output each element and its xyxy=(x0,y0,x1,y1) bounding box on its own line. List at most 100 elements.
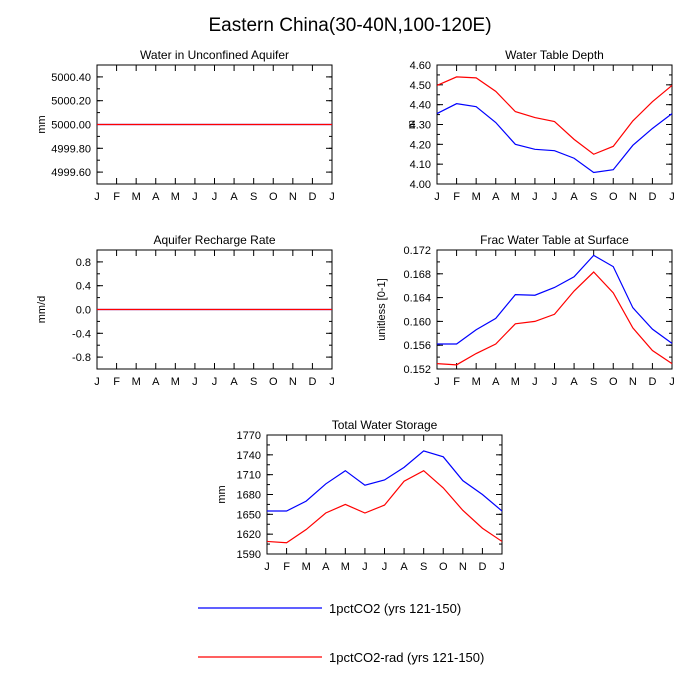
x-tick-label: D xyxy=(478,561,486,573)
legend-label-1pctco2-rad: 1pctCO2-rad (yrs 121-150) xyxy=(329,650,484,665)
x-tick-label: J xyxy=(552,376,558,388)
y-tick-label: -0.4 xyxy=(72,328,91,340)
y-tick-label: 1650 xyxy=(237,509,261,521)
x-tick-label: J xyxy=(94,376,100,388)
y-tick-label: 0.172 xyxy=(403,245,431,257)
x-tick-label: D xyxy=(648,376,656,388)
panel-title: Aquifer Recharge Rate xyxy=(153,233,275,247)
y-tick-label: 4.40 xyxy=(410,100,431,112)
y-tick-label: 0.156 xyxy=(403,340,431,352)
x-tick-label: J xyxy=(532,376,538,388)
x-tick-label: F xyxy=(113,191,120,203)
x-tick-label: J xyxy=(434,376,440,388)
y-axis-label: mm xyxy=(216,485,228,503)
x-tick-label: J xyxy=(669,191,675,203)
x-tick-label: M xyxy=(171,191,180,203)
x-tick-label: M xyxy=(472,191,481,203)
figure-title: Eastern China(30-40N,100-120E) xyxy=(208,15,491,36)
x-tick-label: M xyxy=(171,376,180,388)
x-tick-label: M xyxy=(511,191,520,203)
y-tick-label: 1710 xyxy=(237,470,261,482)
y-tick-label: 1740 xyxy=(237,450,261,462)
x-tick-label: A xyxy=(492,376,500,388)
y-tick-label: 1680 xyxy=(237,490,261,502)
y-tick-label: 0.168 xyxy=(403,269,431,281)
y-tick-label: 4999.60 xyxy=(51,167,91,179)
panel-title: Total Water Storage xyxy=(332,418,438,432)
y-tick-label: 0.8 xyxy=(76,257,91,269)
series-line-red xyxy=(266,469,503,544)
x-tick-label: J xyxy=(192,376,198,388)
x-tick-label: O xyxy=(439,561,448,573)
y-tick-label: 4.30 xyxy=(410,120,431,132)
y-tick-label: 5000.20 xyxy=(51,96,91,108)
x-tick-label: M xyxy=(302,561,311,573)
y-tick-label: 4.10 xyxy=(410,159,431,171)
x-tick-label: J xyxy=(212,191,218,203)
x-tick-label: N xyxy=(289,191,297,203)
x-tick-label: S xyxy=(250,191,257,203)
x-tick-label: J xyxy=(329,376,335,388)
x-tick-label: N xyxy=(629,191,637,203)
x-tick-label: S xyxy=(590,376,597,388)
series-line-blue xyxy=(267,450,503,512)
x-tick-label: O xyxy=(269,191,278,203)
x-tick-label: O xyxy=(269,376,278,388)
x-tick-label: A xyxy=(152,191,160,203)
y-tick-label: 4999.80 xyxy=(51,143,91,155)
x-tick-label: N xyxy=(289,376,297,388)
series-line-blue xyxy=(437,254,673,345)
x-tick-label: M xyxy=(472,376,481,388)
x-tick-label: M xyxy=(341,561,350,573)
x-tick-label: M xyxy=(132,191,141,203)
y-tick-label: -0.8 xyxy=(72,352,91,364)
x-tick-label: N xyxy=(629,376,637,388)
x-tick-label: M xyxy=(511,376,520,388)
x-tick-label: A xyxy=(322,561,330,573)
x-tick-label: J xyxy=(329,191,335,203)
x-tick-label: J xyxy=(669,376,675,388)
legend-label-1pctco2: 1pctCO2 (yrs 121-150) xyxy=(329,601,461,616)
plot-frame xyxy=(266,434,503,555)
y-tick-label: 5000.40 xyxy=(51,72,91,84)
x-tick-label: O xyxy=(609,376,618,388)
y-axis-label: mm xyxy=(36,115,48,133)
y-axis-label: m xyxy=(406,120,418,129)
x-tick-label: A xyxy=(492,191,500,203)
y-tick-label: 0.4 xyxy=(76,281,91,293)
x-tick-label: S xyxy=(420,561,427,573)
x-tick-label: D xyxy=(308,191,316,203)
x-tick-label: J xyxy=(532,191,538,203)
x-tick-label: A xyxy=(152,376,160,388)
x-tick-label: J xyxy=(552,191,558,203)
x-tick-label: S xyxy=(250,376,257,388)
x-tick-label: J xyxy=(434,191,440,203)
panel-title: Frac Water Table at Surface xyxy=(480,233,629,247)
x-tick-label: J xyxy=(212,376,218,388)
y-tick-label: 0.152 xyxy=(403,364,431,376)
series-line-red xyxy=(436,271,673,366)
x-tick-label: J xyxy=(264,561,270,573)
x-tick-label: D xyxy=(308,376,316,388)
x-tick-label: F xyxy=(453,376,460,388)
y-tick-label: 4.00 xyxy=(410,179,431,191)
y-axis-label: mm/d xyxy=(36,296,48,324)
x-tick-label: S xyxy=(590,191,597,203)
y-tick-label: 0.160 xyxy=(403,316,431,328)
x-tick-label: J xyxy=(382,561,388,573)
panel-title: Water in Unconfined Aquifer xyxy=(140,48,289,62)
y-axis-label: unitless [0-1] xyxy=(376,278,388,340)
y-tick-label: 5000.00 xyxy=(51,120,91,132)
x-tick-label: O xyxy=(609,191,618,203)
x-tick-label: A xyxy=(400,561,408,573)
x-tick-label: D xyxy=(648,191,656,203)
y-tick-label: 0.164 xyxy=(403,293,431,305)
y-tick-label: 0.0 xyxy=(76,305,91,317)
x-tick-label: A xyxy=(570,376,578,388)
